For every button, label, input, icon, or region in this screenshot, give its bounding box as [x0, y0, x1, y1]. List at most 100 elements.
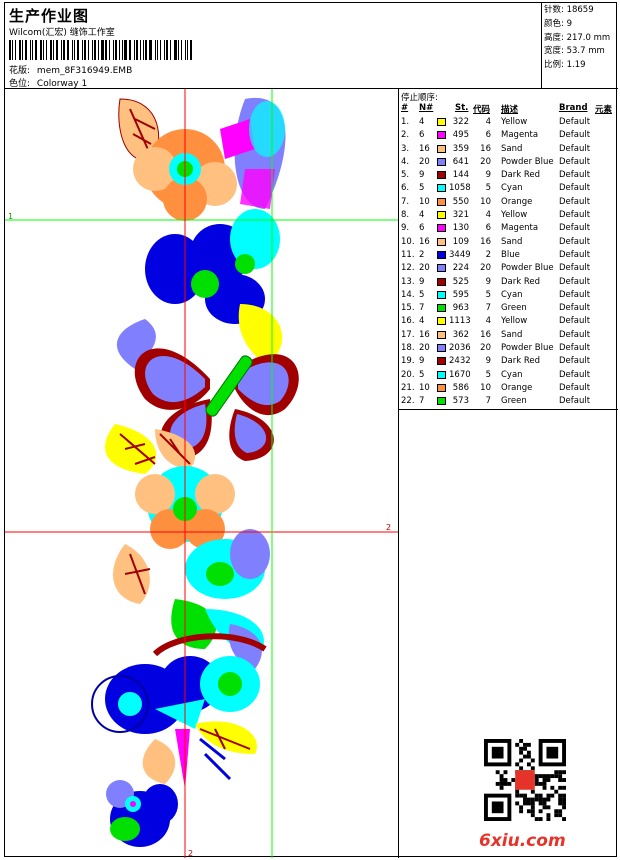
cell-desc: Sand: [501, 236, 523, 247]
cell-code: 5: [485, 369, 491, 380]
cell-code: 5: [485, 183, 491, 194]
cell-code: 4: [485, 316, 491, 327]
table-row: 19. 9 2432 9 Dark Red Default: [399, 355, 618, 368]
cell-n: 2: [419, 249, 425, 260]
cell-brand: Default: [559, 236, 591, 247]
cell-n: 20: [419, 156, 430, 167]
cell-code: 10: [480, 196, 491, 207]
col-desc: 描述: [501, 105, 519, 115]
cell-n: 6: [419, 223, 425, 234]
barcode-bar: [149, 40, 152, 60]
barcode-bar: [31, 40, 33, 60]
color-swatch: [437, 344, 446, 353]
table-row: 6. 5 1058 5 Cyan Default: [399, 182, 618, 195]
cell-st: 1113: [449, 316, 471, 327]
col-element: 元素: [595, 105, 613, 115]
color-swatch: [437, 224, 446, 233]
cell-desc: Green: [501, 303, 527, 314]
color-swatch: [437, 370, 446, 379]
cell-code: 2: [485, 249, 491, 260]
cell-num: 2.: [401, 130, 410, 141]
cell-brand: Default: [559, 249, 591, 260]
cell-desc: Cyan: [501, 289, 523, 300]
col-stitches: St.: [455, 103, 469, 113]
cell-st: 525: [452, 276, 469, 287]
cell-brand: Default: [559, 369, 591, 380]
color-swatch: [437, 277, 446, 286]
design-preview: 1 2 2: [5, 89, 399, 858]
cell-num: 21.: [401, 382, 415, 393]
qr-logo-stamp: [515, 770, 535, 790]
cell-n: 7: [419, 396, 425, 407]
table-row: 9. 6 130 6 Magenta Default: [399, 222, 618, 235]
table-row: 1. 4 322 4 Yellow Default: [399, 116, 618, 129]
cell-code: 16: [480, 329, 491, 340]
barcode-bar: [156, 40, 158, 60]
cell-st: 2432: [449, 356, 471, 367]
color-swatch: [437, 118, 446, 126]
cell-st: 586: [452, 382, 469, 393]
cell-st: 963: [452, 303, 469, 314]
color-swatch: [437, 290, 446, 299]
color-swatch: [437, 184, 446, 193]
barcode-bar: [166, 40, 169, 60]
cell-desc: Orange: [501, 196, 533, 207]
barcode-bar: [18, 40, 22, 60]
cell-brand: Default: [559, 396, 591, 407]
company-name: Wilcom(汇宏) 缝饰工作室: [9, 28, 115, 38]
table-row: 10. 16 109 16 Sand Default: [399, 236, 618, 249]
cell-st: 3449: [449, 249, 471, 260]
cell-code: 7: [485, 303, 491, 314]
table-row: 18. 20 2036 20 Powder Blue Default: [399, 342, 618, 355]
green-leaves: [152, 599, 267, 669]
cell-n: 5: [419, 289, 425, 300]
barcode: [9, 40, 195, 60]
cell-code: 7: [485, 396, 491, 407]
barcode-bar: [61, 40, 63, 60]
barcode-bar: [9, 40, 11, 60]
barcode-bar: [88, 40, 89, 60]
cell-brand: Default: [559, 130, 591, 141]
table-row: 21. 10 586 10 Orange Default: [399, 382, 618, 395]
design-file-row: 花版: mem_8F316949.EMB: [9, 63, 132, 76]
barcode-bar: [39, 40, 43, 60]
cell-desc: Dark Red: [501, 170, 541, 181]
barcode-bar: [29, 40, 31, 60]
design-file-value: mem_8F316949.EMB: [36, 66, 133, 76]
barcode-bar: [190, 40, 192, 60]
cell-num: 8.: [401, 210, 410, 221]
cell-n: 7: [419, 303, 425, 314]
cell-brand: Default: [559, 183, 591, 194]
barcode-bar: [63, 40, 66, 60]
col-needle: N#: [419, 103, 434, 113]
cell-brand: Default: [559, 289, 591, 300]
cell-code: 9: [485, 170, 491, 181]
cell-brand: Default: [559, 263, 591, 274]
barcode-bar: [11, 40, 13, 60]
cell-desc: Cyan: [501, 183, 523, 194]
color-swatch: [437, 144, 446, 153]
cell-brand: Default: [559, 117, 591, 127]
color-swatch: [437, 197, 446, 206]
table-row: 12. 20 224 20 Powder Blue Default: [399, 262, 618, 275]
cell-desc: Cyan: [501, 369, 523, 380]
barcode-bar: [93, 40, 96, 60]
barcode-bar: [14, 40, 16, 60]
cell-brand: Default: [559, 143, 591, 154]
header-panel: 生产作业图 Wilcom(汇宏) 缝饰工作室 花版: mem_8F316949.…: [5, 3, 542, 89]
cell-num: 12.: [401, 263, 415, 274]
table-row: 22. 7 573 7 Green Default: [399, 395, 618, 408]
barcode-bar: [84, 40, 87, 60]
table-row: 3. 16 359 16 Sand Default: [399, 143, 618, 156]
cell-n: 4: [419, 210, 425, 221]
cell-code: 20: [480, 156, 491, 167]
cell-brand: Default: [559, 356, 591, 367]
color-swatch: [437, 264, 446, 273]
cell-desc: Yellow: [501, 316, 528, 327]
guide-v2-label: 2: [188, 849, 194, 858]
cell-st: 322: [452, 117, 469, 127]
cell-st: 641: [452, 156, 469, 167]
cell-st: 2036: [449, 343, 471, 354]
stat-stitches: 针数: 18659: [544, 5, 594, 15]
cell-num: 9.: [401, 223, 410, 234]
